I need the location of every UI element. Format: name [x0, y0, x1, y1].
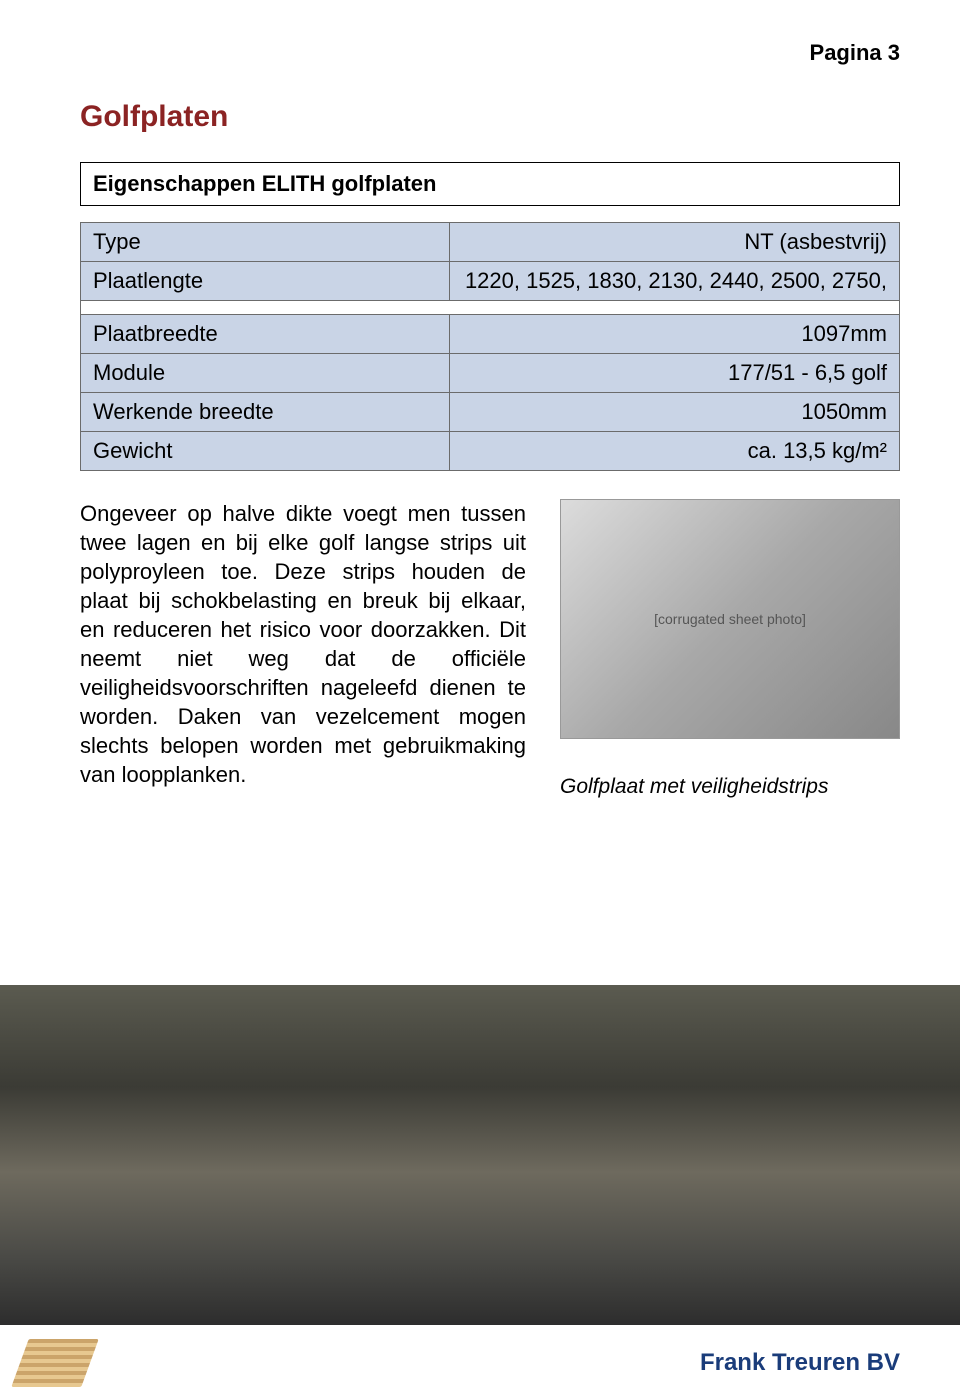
table-title: Eigenschappen ELITH golfplaten	[80, 162, 900, 206]
body-paragraph: Ongeveer op halve dikte voegt men tussen…	[80, 499, 526, 789]
table-row: Plaatlengte 1220, 1525, 1830, 2130, 2440…	[81, 262, 900, 301]
prop-value: NT (asbestvrij)	[449, 223, 899, 262]
table-row: Type NT (asbestvrij)	[81, 223, 900, 262]
table-row: Gewicht ca. 13,5 kg/m²	[81, 432, 900, 471]
factory-image	[0, 985, 960, 1325]
prop-value: 1097mm	[449, 315, 899, 354]
prop-value: 177/51 - 6,5 golf	[449, 354, 899, 393]
table-spacer	[81, 301, 900, 315]
prop-label: Werkende breedte	[81, 393, 450, 432]
image-caption: Golfplaat met veiligheidstrips	[560, 775, 900, 799]
prop-value: ca. 13,5 kg/m²	[449, 432, 899, 471]
table-row: Werkende breedte 1050mm	[81, 393, 900, 432]
prop-label: Gewicht	[81, 432, 450, 471]
table-row: Module 177/51 - 6,5 golf	[81, 354, 900, 393]
prop-label: Plaatbreedte	[81, 315, 450, 354]
footer-logo-icon	[11, 1339, 98, 1387]
page-heading: Golfplaten	[80, 100, 900, 134]
prop-label: Type	[81, 223, 450, 262]
prop-label: Module	[81, 354, 450, 393]
page-number: Pagina 3	[810, 40, 900, 66]
table-row: Plaatbreedte 1097mm	[81, 315, 900, 354]
properties-table: Type NT (asbestvrij) Plaatlengte 1220, 1…	[80, 222, 900, 471]
product-image: [corrugated sheet photo]	[560, 499, 900, 739]
footer-brand: Frank Treuren BV	[700, 1349, 900, 1377]
prop-value: 1050mm	[449, 393, 899, 432]
prop-value: 1220, 1525, 1830, 2130, 2440, 2500, 2750…	[449, 262, 899, 301]
prop-label: Plaatlengte	[81, 262, 450, 301]
